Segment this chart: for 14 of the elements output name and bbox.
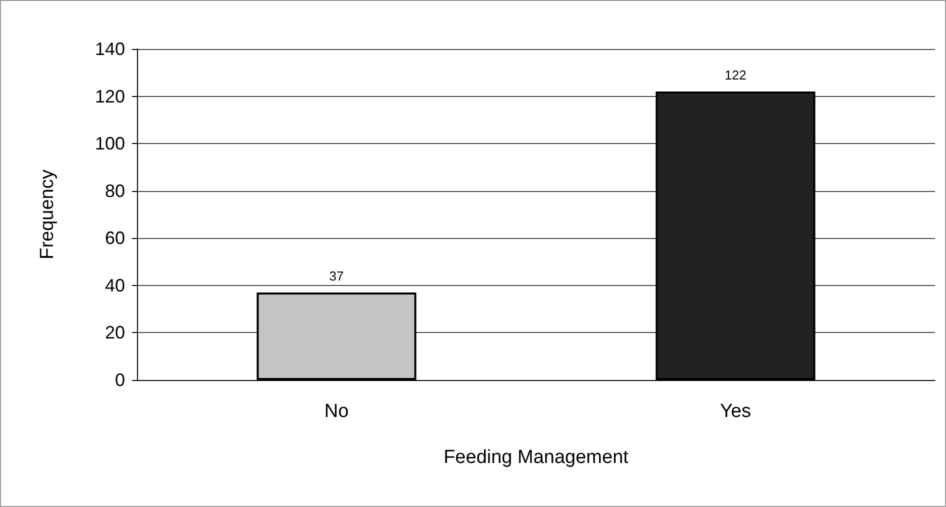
data-label: 37 bbox=[329, 268, 344, 284]
y-tick-label: 20 bbox=[104, 322, 125, 343]
y-tick-label: 40 bbox=[104, 275, 125, 296]
y-tick-label: 0 bbox=[114, 370, 125, 390]
y-axis-title: Frequency bbox=[37, 169, 58, 260]
x-tick-label: No bbox=[324, 401, 349, 422]
y-tick-label: 120 bbox=[94, 86, 125, 106]
y-tick-label: 80 bbox=[104, 180, 125, 201]
x-axis-title: Feeding Management bbox=[444, 447, 630, 468]
x-tick-label: Yes bbox=[720, 401, 751, 422]
y-tick-label: 60 bbox=[104, 228, 125, 248]
y-tick-label: 140 bbox=[94, 39, 125, 59]
y-tick-label: 100 bbox=[94, 134, 125, 154]
data-label: 122 bbox=[724, 68, 746, 83]
